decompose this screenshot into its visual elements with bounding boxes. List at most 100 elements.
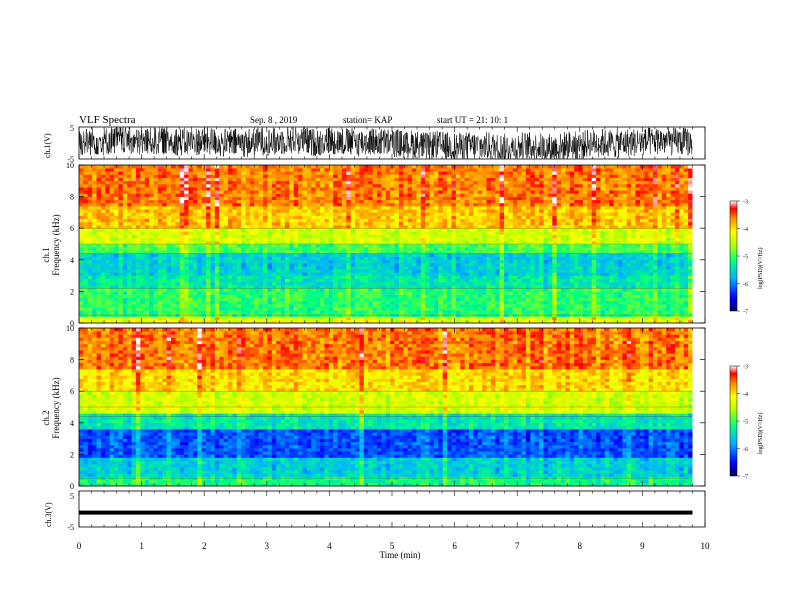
spectrogram-cell [144,228,150,232]
spectrogram-cell [622,262,628,267]
spectrogram-cell [420,275,426,280]
spectrogram-cell [464,256,470,261]
spectrogram-cell [394,240,400,245]
spectrogram-cell [192,294,198,299]
spectrogram-cell [337,291,343,295]
wf1-ylabel: ch.1(V) [43,133,52,158]
spectrogram-cell [223,256,229,261]
spectrogram-cell [341,234,347,238]
spectrogram-cell [530,304,536,308]
spectrogram-cell [464,269,470,273]
spectrogram-cell [184,253,189,257]
spectrogram-cell [381,288,387,292]
spectrogram-cell [552,310,557,314]
spectrogram-cell [556,316,562,321]
spectrogram-cell [166,259,172,264]
spectrogram-cell [118,247,124,251]
spectrogram-cell [153,269,159,273]
spectrogram-cell [280,288,286,292]
spectrogram-cell [504,237,509,242]
spectrogram-cell [429,319,435,324]
spectrogram-cell [433,218,439,223]
spectrogram-cell [363,209,369,213]
spectrogram-cell [495,234,500,238]
spectrogram-cell [201,253,207,257]
spectrogram-cell [648,215,654,220]
spectrogram-cell [574,288,579,292]
spectrogram-cell [210,319,216,324]
spectrogram-cell [464,212,470,216]
spectrogram-cell [227,294,233,299]
spectrogram-cell [302,278,308,283]
spectrogram-cell [135,300,141,305]
spectrogram-cell [92,288,97,292]
spectrogram-cell [539,266,544,270]
spectrogram-cell [359,209,365,213]
spectrogram-cell [122,291,128,295]
spectrogram-cell [403,269,408,273]
spectrogram-cell [390,316,395,321]
spectrogram-cell [140,281,146,286]
spectrogram-cell [534,212,540,216]
spectrogram-cell [135,272,141,276]
spectrogram-cell [214,272,220,276]
spectrogram-cell [552,307,557,311]
spectrogram-cell [79,218,84,223]
spectrogram-cell [96,307,102,311]
spectrogram-cell [258,275,264,280]
spectrogram-cell [574,307,579,311]
spectrogram-cell [578,231,584,235]
spectrogram-cell [429,300,435,305]
spectrogram-cell [223,212,229,216]
spectrogram-cell [416,253,422,257]
spectrogram-cell [517,237,522,242]
spectrogram-cell [499,231,505,235]
spectrogram-cell [306,307,312,311]
spectrogram-cell [460,294,465,299]
spectrogram-cell [363,304,369,308]
spectrogram-cell [539,319,544,324]
spectrogram-cell [398,266,404,270]
spectrogram-cell [490,212,496,216]
spectrogram-cell [688,221,693,226]
spectrogram-cell [157,228,163,232]
spectrogram-cell [311,300,316,305]
spectrogram-cell [626,291,632,295]
spectrogram-cell [482,285,487,289]
spectrogram-cell [135,209,141,213]
spectrogram-cell [425,225,430,229]
spectrogram-cell [596,281,601,286]
spectrogram-cell [359,237,365,242]
spectrogram-cell [508,304,514,308]
spectrogram-cell [674,215,680,220]
spectrogram-cell [328,209,334,213]
spectrogram-cell [486,244,492,248]
spectrogram-cell [394,212,400,216]
spectrogram-cell [306,278,312,283]
spectrogram-cell [390,228,395,232]
spectrogram-cell [521,215,527,220]
spectrogram-cell [210,278,216,283]
spectrogram-cell [591,253,597,257]
spectrogram-cell [127,237,132,242]
spectrogram-cell [381,300,387,305]
spectrogram-cell [201,244,207,248]
spectrogram-cell [670,307,676,311]
spectrogram-cell [157,240,163,245]
spectrogram-cell [596,307,601,311]
spectrogram-cell [368,281,373,286]
spectrogram-cell [197,221,202,226]
spectrogram-cell [683,253,689,257]
spectrogram-cell [254,256,259,261]
spectrogram-cell [596,297,601,302]
spectrogram-cell [455,291,461,295]
spectrogram-cell [477,259,483,264]
spectrogram-cell [192,215,198,220]
spectrogram-cell [341,310,347,314]
spectrogram-cell [263,231,268,235]
spectrogram-cell [420,316,426,321]
spectrogram-cell [127,307,132,311]
spectrogram-cell [394,281,400,286]
spectrogram-cell [179,221,185,226]
spectrogram-cell [184,221,189,226]
